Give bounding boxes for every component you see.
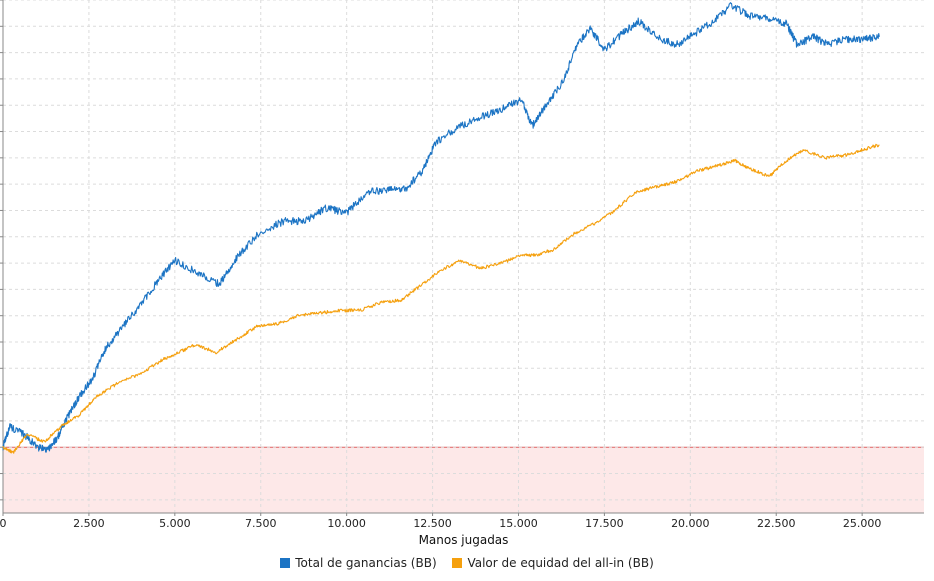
x-tick-labels: 0 2.500 5.000 7.500 10.000 12.500 15.000 17.500… bbox=[0, 513, 881, 530]
series-line-equity bbox=[2, 143, 880, 454]
x-tick-label: 20.000 bbox=[671, 517, 710, 530]
legend-swatch-equity bbox=[452, 558, 463, 568]
legend: Total de ganancias (BB) Valor de equidad… bbox=[0, 556, 934, 571]
series-lines bbox=[2, 2, 880, 454]
legend-item-equity: Valor de equidad del all-in (BB) bbox=[452, 556, 654, 570]
x-tick-label: 12.500 bbox=[413, 517, 452, 530]
legend-label-equity: Valor de equidad del all-in (BB) bbox=[467, 556, 654, 570]
x-tick-label: 22.500 bbox=[757, 517, 796, 530]
negative-zone-band bbox=[3, 446, 924, 513]
x-tick-label: 10.000 bbox=[327, 517, 366, 530]
legend-swatch-total bbox=[280, 558, 291, 568]
series-line-total bbox=[2, 2, 880, 453]
x-tick-label: 0 bbox=[0, 517, 7, 530]
axes bbox=[2, 0, 924, 514]
negative-band-fill bbox=[3, 447, 924, 513]
x-tick-label: 25.000 bbox=[843, 517, 882, 530]
legend-label-total: Total de ganancias (BB) bbox=[295, 556, 437, 570]
x-tick-label: 15.000 bbox=[499, 517, 538, 530]
x-tick-label: 5.000 bbox=[159, 517, 191, 530]
grid bbox=[0, 0, 924, 513]
x-tick-label: 7.500 bbox=[245, 517, 277, 530]
x-tick-label: 2.500 bbox=[73, 517, 105, 530]
x-axis-title: Manos jugadas bbox=[419, 533, 509, 547]
legend-item-total: Total de ganancias (BB) bbox=[280, 556, 437, 570]
x-tick-label: 17.500 bbox=[585, 517, 624, 530]
